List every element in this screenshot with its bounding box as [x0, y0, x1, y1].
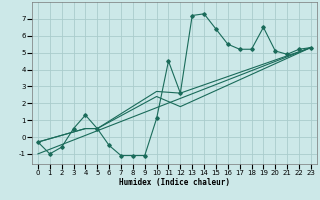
X-axis label: Humidex (Indice chaleur): Humidex (Indice chaleur): [119, 178, 230, 187]
